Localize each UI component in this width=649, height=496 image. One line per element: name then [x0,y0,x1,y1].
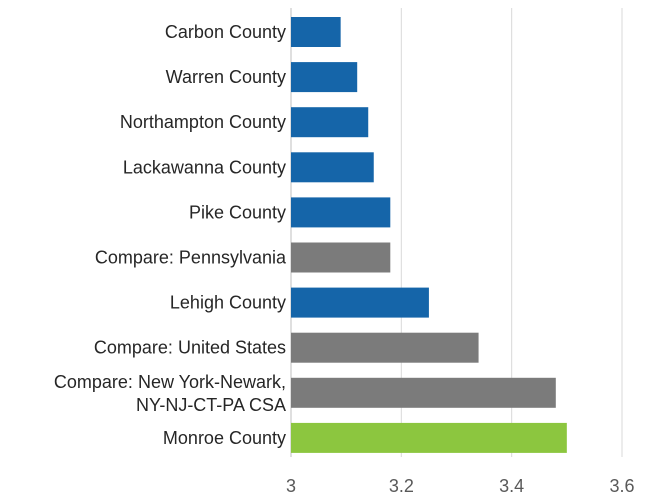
bar [291,243,390,273]
bar [291,197,390,227]
bar [291,333,479,363]
bar [291,152,374,182]
bar [291,378,556,408]
category-label: Northampton County [120,112,286,132]
category-label: Pike County [189,202,286,222]
category-label: Carbon County [165,22,286,42]
x-tick-label: 3.6 [609,476,634,496]
bar [291,17,341,47]
category-labels: Carbon County Warren County Northampton Co… [54,22,287,448]
x-tick-label: 3.4 [499,476,524,496]
category-label: Lackawanna County [123,157,286,177]
category-label: Monroe County [163,428,286,448]
bar [291,62,357,92]
x-tick-label: 3.2 [389,476,414,496]
x-axis-ticks: 3 3.2 3.4 3.6 [286,476,635,496]
category-label: Compare: Pennsylvania [95,248,287,268]
bars [291,17,567,453]
category-label: Compare: United States [94,338,286,358]
bar [291,423,567,453]
category-label: Warren County [166,67,286,87]
bar [291,107,368,137]
category-label: Lehigh County [170,293,286,313]
x-tick-label: 3 [286,476,296,496]
bar [291,288,429,318]
category-label: Compare: New York-Newark, NY-NJ-CT-PA CSA [54,372,286,415]
